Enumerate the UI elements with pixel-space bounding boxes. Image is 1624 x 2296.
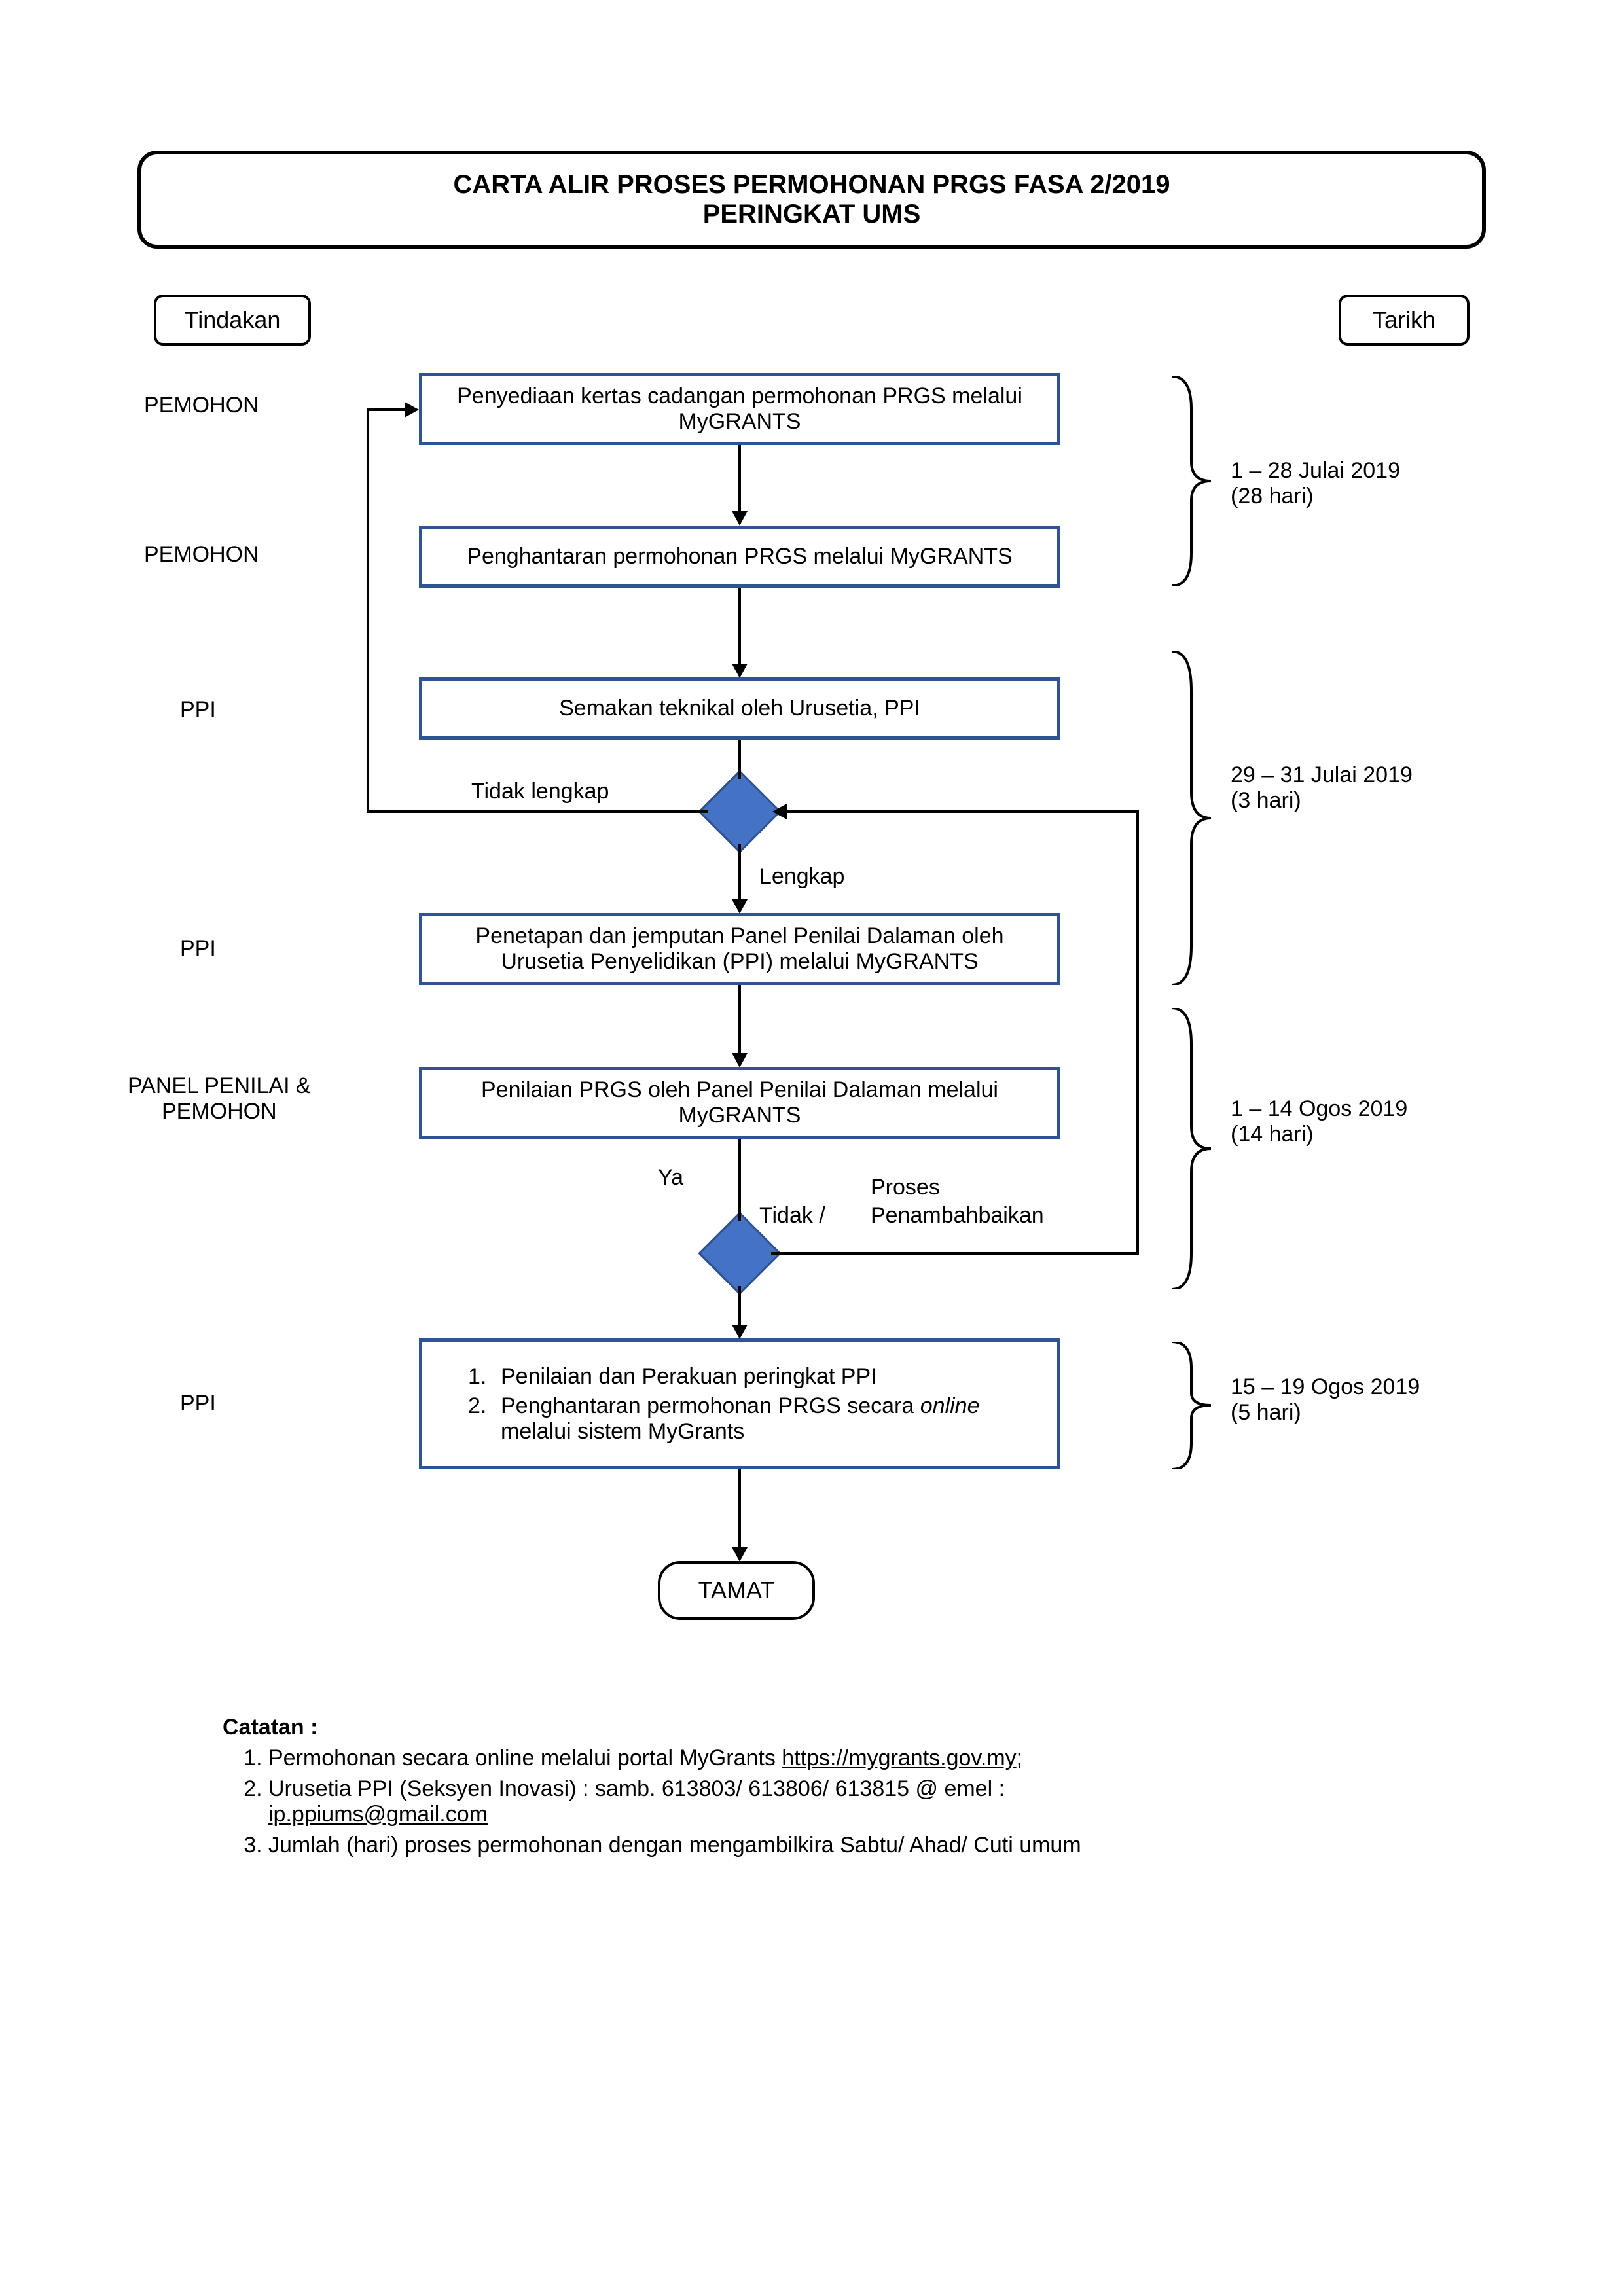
arrow-s3-d1 [738,740,741,779]
loop1-v [367,408,369,813]
note-3: Jumlah (hari) proses permohonan dengan m… [268,1833,1401,1858]
step-1: Penyediaan kertas cadangan permohonan PR… [419,373,1060,445]
terminal-tamat: TAMAT [658,1561,815,1620]
actor-pemohon-1: PEMOHON [144,393,259,418]
arrow-s6-tamat [738,1469,741,1550]
date-2: 29 – 31 Julai 2019 (3 hari) [1231,762,1413,814]
label-ya: Ya [658,1165,683,1191]
step-6: 1. Penilaian dan Perakuan peringkat PPI … [419,1338,1060,1469]
loop1-h2 [367,408,406,411]
actor-ppi-3: PPI [180,1391,216,1416]
date-3: 1 – 14 Ogos 2019 (14 hari) [1231,1096,1407,1147]
brace-4 [1165,1342,1218,1469]
brace-1 [1165,376,1218,586]
note-1-link[interactable]: https://mygrants.gov.my [782,1746,1016,1770]
note-1: Permohonan secara online melalui portal … [268,1746,1401,1771]
step-3: Semakan teknikal oleh Urusetia, PPI [419,677,1060,740]
step-2: Penghantaran permohonan PRGS melalui MyG… [419,526,1060,588]
note-2: Urusetia PPI (Seksyen Inovasi) : samb. 6… [268,1776,1401,1827]
arrow-d2-s6 [738,1286,741,1329]
step-6-1: Penilaian dan Perakuan peringkat PPI [501,1364,877,1390]
brace-2 [1165,651,1218,985]
actor-panel: PANEL PENILAI & PEMOHON [128,1073,311,1124]
loop1-h1 [367,810,708,813]
arrow-s2-s3 [738,588,741,666]
title-box: CARTA ALIR PROSES PERMOHONAN PRGS FASA 2… [137,151,1486,249]
brace-3 [1165,1008,1218,1289]
page: CARTA ALIR PROSES PERMOHONAN PRGS FASA 2… [0,0,1624,2296]
loop2-h2 [785,810,1139,813]
notes-heading: Catatan : [223,1715,1401,1740]
title-line1: CARTA ALIR PROSES PERMOHONAN PRGS FASA 2… [454,170,1170,200]
actor-pemohon-2: PEMOHON [144,542,259,567]
arrow-s4-s5 [738,985,741,1056]
label-tidak-lengkap: Tidak lengkap [471,779,609,804]
label-lengkap: Lengkap [759,864,844,889]
title-line2: PERINGKAT UMS [703,200,921,229]
step-6-2c: melalui sistem MyGrants [501,1419,744,1444]
date-1: 1 – 28 Julai 2019 (28 hari) [1231,458,1400,509]
arrow-d1-s4 [738,844,741,903]
header-tindakan: Tindakan [154,295,311,346]
step-6-2a: Penghantaran permohonan PRGS secara [501,1393,920,1418]
label-tidak: Tidak / [759,1203,825,1229]
step-6-2b: online [920,1393,980,1418]
loop2-v [1136,810,1139,1255]
actor-ppi-1: PPI [180,697,216,723]
note-2-link[interactable]: ip.ppiums@gmail.com [268,1802,488,1827]
label-penambahbaikan: Penambahbaikan [871,1203,1044,1229]
arrow-s5-d2 [738,1139,741,1221]
step-4: Penetapan dan jemputan Panel Penilai Dal… [419,913,1060,985]
decision-1 [698,770,781,853]
date-4: 15 – 19 Ogos 2019 (5 hari) [1231,1374,1420,1426]
notes: Catatan : Permohonan secara online melal… [223,1715,1401,1863]
actor-ppi-2: PPI [180,936,216,961]
header-tarikh: Tarikh [1339,295,1470,346]
step-5: Penilaian PRGS oleh Panel Penilai Dalama… [419,1067,1060,1139]
loop2-h1 [771,1252,1139,1255]
label-proses: Proses [871,1175,940,1200]
arrow-s1-s2 [738,445,741,514]
